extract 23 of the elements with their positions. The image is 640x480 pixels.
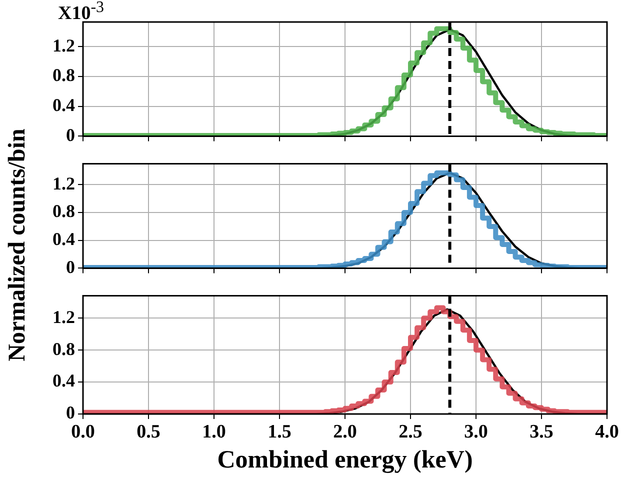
x-tick-label: 3.0: [464, 421, 488, 442]
y-tick-label: 1.2: [52, 35, 75, 56]
y-tick-label: 0: [66, 402, 75, 423]
x-tick-label: 2.5: [398, 421, 422, 442]
x-tick-label: 4.0: [595, 421, 619, 442]
x-tick-label: 0.0: [71, 421, 95, 442]
x-tick-label: 0.5: [136, 421, 160, 442]
x-axis-title: Combined energy (keV): [217, 446, 473, 474]
y-tick-label: 1.2: [52, 306, 75, 327]
y-tick-label: 0.4: [52, 370, 75, 391]
x-tick-label: 1.5: [268, 421, 292, 442]
y-tick-label: 0.4: [52, 229, 75, 250]
y-tick-label: 0.8: [52, 338, 75, 359]
x-tick-label: 3.5: [530, 421, 554, 442]
y-tick-label: 0.8: [52, 201, 75, 222]
x-tick-label: 2.0: [333, 421, 357, 442]
y-tick-label: 0.8: [52, 65, 75, 86]
y-tick-label: 1.2: [52, 173, 75, 194]
y-tick-label: 0: [66, 124, 75, 145]
y-axis-title: Normalized counts/bin: [4, 128, 32, 362]
x-tick-label: 1.0: [202, 421, 226, 442]
y-tick-label: 0.4: [52, 95, 75, 115]
y-tick-label: 0: [66, 256, 75, 277]
